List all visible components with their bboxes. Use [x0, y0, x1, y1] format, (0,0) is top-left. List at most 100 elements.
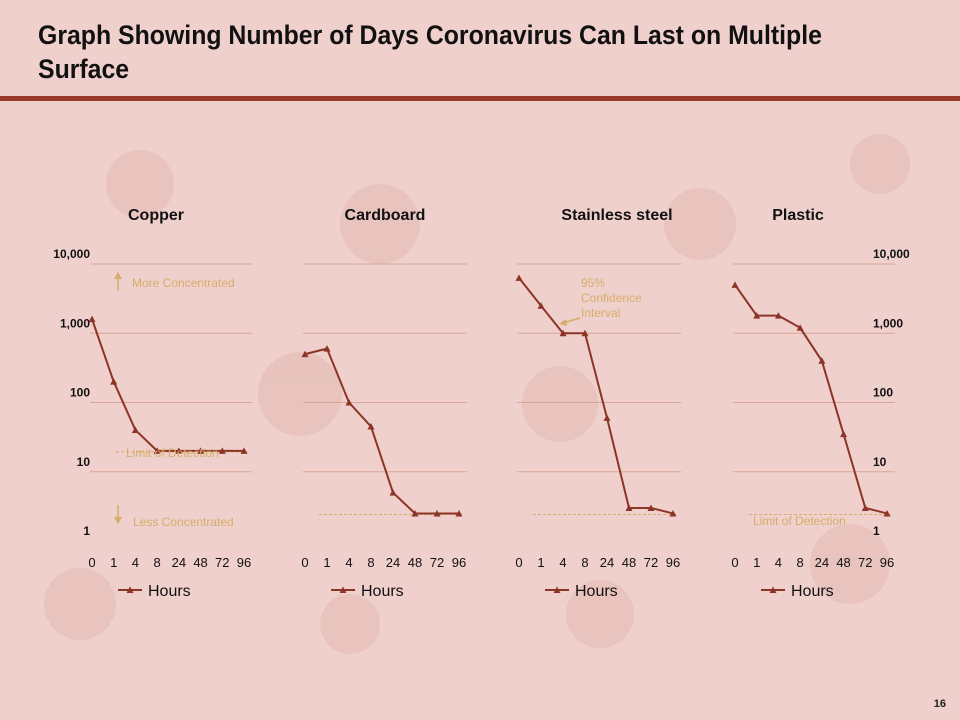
page-title: Graph Showing Number of Days Coronavirus… [38, 20, 822, 84]
x-tick-label: 8 [367, 555, 374, 570]
series-line [518, 277, 674, 515]
legend-label: Hours [361, 583, 404, 600]
y-tick-label: 100 [70, 386, 90, 400]
x-tick-label: 96 [666, 555, 680, 570]
virus-background-decoration [44, 134, 910, 654]
data-point-marker [345, 399, 353, 406]
x-tick-label: 0 [88, 555, 95, 570]
data-point-marker [218, 447, 226, 454]
x-tick-label: 96 [237, 555, 251, 570]
y-tick-label: 10 [873, 455, 887, 469]
data-point-marker [175, 447, 183, 454]
chart-title: Plastic [772, 207, 824, 224]
data-point-marker [731, 281, 739, 288]
virus-icon [850, 134, 910, 194]
data-point-marker [537, 302, 545, 309]
data-point-marker [603, 414, 611, 421]
x-tick-label: 8 [154, 555, 161, 570]
data-point-marker [774, 312, 782, 319]
x-tick-label: 72 [644, 555, 658, 570]
data-point-marker [455, 509, 463, 517]
data-point-marker [389, 489, 397, 496]
x-tick-label: 24 [815, 555, 829, 570]
data-point-marker [153, 447, 161, 454]
data-point-marker [625, 504, 633, 511]
x-tick-label: 96 [452, 555, 466, 570]
x-tick-label: 72 [858, 555, 872, 570]
more-concentrated-arrowhead [114, 272, 122, 279]
data-point-marker [88, 315, 96, 323]
x-tick-label: 24 [600, 555, 614, 570]
confidence-interval-label: Confidence [581, 291, 642, 305]
legend-label: Hours [791, 583, 834, 600]
legend-marker [126, 586, 134, 593]
data-point-marker [818, 357, 826, 364]
x-tick-label: 4 [132, 555, 139, 570]
data-point-marker [110, 378, 118, 385]
x-tick-label: 8 [797, 555, 804, 570]
data-point-marker [647, 504, 655, 511]
virus-icon [106, 150, 174, 218]
y-tick-label: 100 [873, 386, 893, 400]
virus-icon [320, 594, 380, 654]
chart-title: Copper [128, 207, 184, 224]
chart-title: Cardboard [345, 207, 426, 224]
x-tick-label: 72 [430, 555, 444, 570]
y-tick-label: 10,000 [53, 247, 90, 261]
virus-icon [810, 524, 890, 604]
confidence-interval-label: Interval [581, 306, 620, 320]
virus-icon [522, 366, 598, 442]
x-tick-label: 4 [775, 555, 782, 570]
data-point-marker [433, 509, 441, 517]
data-point-marker [411, 509, 419, 517]
title-divider [0, 96, 960, 101]
less-concentrated-arrowhead [114, 517, 122, 524]
x-tick-label: 96 [880, 555, 894, 570]
x-tick-label: 4 [345, 555, 352, 570]
x-tick-label: 1 [753, 555, 760, 570]
x-tick-label: 24 [172, 555, 186, 570]
confidence-interval-label: 95% [581, 276, 605, 290]
virus-icon [340, 184, 420, 264]
data-point-marker [796, 324, 804, 331]
more-concentrated-label: More Concentrated [132, 276, 235, 290]
page-number: 16 [933, 698, 946, 710]
y-tick-label: 1,000 [873, 316, 903, 330]
data-point-marker [323, 345, 331, 352]
virus-icon [44, 568, 116, 640]
x-tick-label: 0 [301, 555, 308, 570]
y-tick-label: 10 [77, 455, 91, 469]
x-tick-label: 0 [515, 555, 522, 570]
x-tick-label: 48 [622, 555, 636, 570]
legend-marker [769, 586, 777, 593]
chart-title: Stainless steel [561, 207, 672, 224]
data-point-marker [515, 274, 523, 281]
data-point-marker [883, 509, 891, 517]
x-tick-label: 48 [408, 555, 422, 570]
data-point-marker [367, 423, 375, 430]
series-line [91, 318, 244, 452]
data-point-marker [240, 447, 248, 454]
virus-icon [664, 188, 736, 260]
legend-marker [339, 586, 347, 593]
series-line [304, 347, 459, 515]
less-concentrated-label: Less Concentrated [133, 515, 234, 529]
data-point-marker [581, 329, 589, 337]
data-point-marker [861, 504, 869, 511]
legend-label: Hours [575, 583, 618, 600]
data-point-marker [840, 430, 848, 438]
y-tick-label: 1,000 [60, 316, 90, 330]
x-tick-label: 48 [193, 555, 207, 570]
data-point-marker [753, 312, 761, 319]
x-tick-label: 1 [537, 555, 544, 570]
x-tick-label: 8 [581, 555, 588, 570]
y-tick-label: 1 [83, 524, 90, 538]
data-point-marker [559, 329, 567, 337]
legend-marker [553, 586, 561, 593]
data-point-marker [131, 426, 139, 434]
data-point-marker [197, 447, 205, 454]
x-tick-label: 4 [559, 555, 566, 570]
x-tick-label: 48 [836, 555, 850, 570]
confidence-interval-arrowhead [559, 319, 567, 326]
